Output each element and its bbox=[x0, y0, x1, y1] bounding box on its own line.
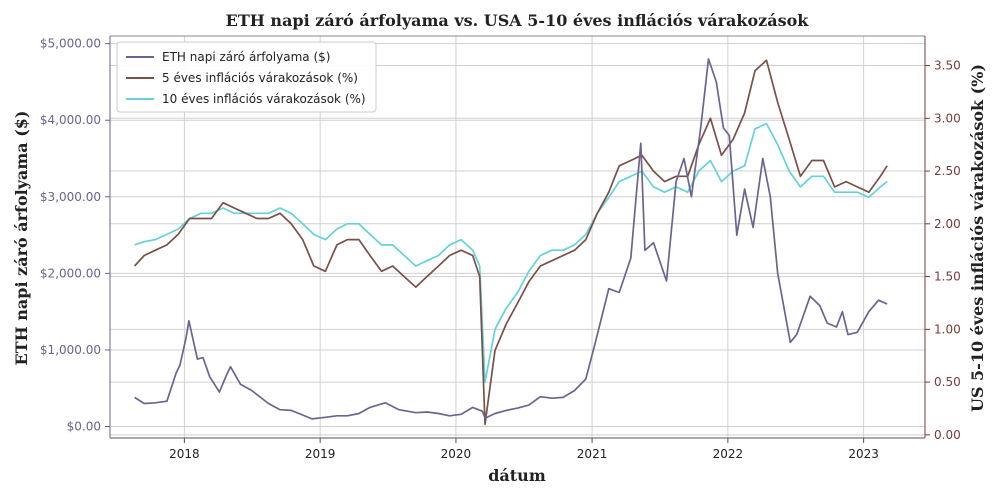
y-right-tick-label: 0.00 bbox=[934, 428, 961, 442]
y-right-tick-label: 2.50 bbox=[934, 164, 961, 178]
y-left-tick-label: $3,000.00 bbox=[40, 190, 101, 204]
chart-title: ETH napi záró árfolyama vs. USA 5-10 éve… bbox=[226, 11, 810, 30]
x-tick-label: 2023 bbox=[848, 447, 879, 461]
y-left-tick-label: $0.00 bbox=[67, 420, 101, 434]
legend-label: 10 éves inflációs várakozások (%) bbox=[162, 92, 366, 106]
series-line-0 bbox=[134, 58, 888, 420]
legend-label: ETH napi záró árfolyama ($) bbox=[162, 50, 330, 64]
y-left-tick-label: $2,000.00 bbox=[40, 266, 101, 280]
y-left-tick-label: $1,000.00 bbox=[40, 343, 101, 357]
x-tick-label: 2022 bbox=[713, 447, 744, 461]
ticks: 2018 2019 2020 2021 2022 2023 $0.00 $1,000.00 $2… bbox=[40, 37, 961, 461]
axes-frame bbox=[109, 35, 926, 439]
x-axis-label: dátum bbox=[488, 466, 546, 485]
x-tick-label: 2019 bbox=[305, 447, 336, 461]
y-right-tick-label: 3.00 bbox=[934, 111, 961, 125]
y-axis-label-right: US 5-10 éves inflációs várakozások (%) bbox=[968, 64, 987, 412]
y-left-tick-label: $4,000.00 bbox=[40, 113, 101, 127]
y-right-tick-label: 2.00 bbox=[934, 217, 961, 231]
y-axis-label-left: ETH napi záró árfolyama ($) bbox=[12, 111, 31, 366]
legend-label: 5 éves inflációs várakozások (%) bbox=[162, 71, 358, 85]
series-line-2 bbox=[134, 122, 888, 383]
y-right-tick-label: 0.50 bbox=[934, 375, 961, 389]
y-left-tick-label: $5,000.00 bbox=[40, 37, 101, 51]
x-tick-label: 2021 bbox=[577, 447, 608, 461]
x-tick-label: 2018 bbox=[169, 447, 200, 461]
y-right-tick-label: 1.00 bbox=[934, 322, 961, 336]
legend: ETH napi záró árfolyama ($) 5 éves inflác… bbox=[116, 41, 377, 113]
series-line-1 bbox=[133, 59, 888, 426]
y-right-tick-label: 1.50 bbox=[934, 270, 961, 284]
y-right-tick-label: 3.50 bbox=[934, 59, 961, 73]
x-tick-label: 2020 bbox=[441, 447, 472, 461]
legend-box bbox=[116, 41, 377, 113]
plot-lines bbox=[133, 58, 888, 426]
